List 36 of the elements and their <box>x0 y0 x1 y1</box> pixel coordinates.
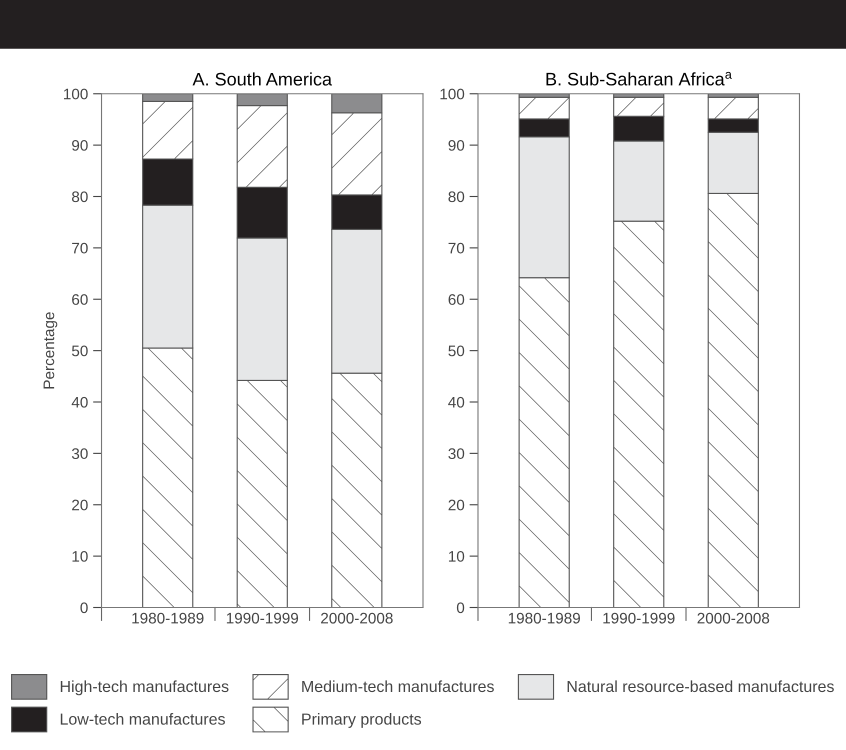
y-tick-label: 40 <box>72 396 88 408</box>
y-tick-label: 50 <box>448 345 464 356</box>
y-tick-label: 100 <box>440 88 464 100</box>
legend-label: Primary products <box>302 713 422 728</box>
legend-label: Medium-tech manufactures <box>302 680 494 692</box>
y-tick-label: 80 <box>72 191 88 202</box>
x-tick-label: 1980-1989 <box>132 612 204 624</box>
y-tick-label: 0 <box>456 602 464 614</box>
y-tick-label: 50 <box>72 345 88 356</box>
y-tick-label: 80 <box>448 191 464 202</box>
x-tick-label: 1990-1999 <box>226 612 298 624</box>
legend-label: Low-tech manufactures <box>60 713 225 725</box>
x-tick-label: 1980-1989 <box>508 612 580 624</box>
y-tick-label: 60 <box>72 294 88 305</box>
x-tick-label: 2000-2008 <box>698 612 770 624</box>
y-tick-label: 70 <box>72 242 88 254</box>
y-tick-label: 30 <box>72 448 88 460</box>
y-tick-label: 90 <box>72 140 88 151</box>
legend-label: Natural resource-based manufactures <box>568 680 834 692</box>
y-tick-label: 90 <box>448 140 464 151</box>
y-tick-label: 20 <box>72 500 88 510</box>
y-tick-label: 60 <box>448 294 464 305</box>
y-tick-label: 10 <box>448 550 464 562</box>
y-tick-label: 100 <box>64 88 88 100</box>
chart-title: B. Sub-Saharan Africa$^{a}$ <box>546 72 732 86</box>
chart-title: A. South America <box>192 72 332 86</box>
y-tick-label: 10 <box>72 550 88 562</box>
y-tick-label: 30 <box>448 448 464 460</box>
y-tick-label: 70 <box>448 242 464 254</box>
y-tick-label: 40 <box>448 396 464 408</box>
y-tick-label: 20 <box>448 500 464 510</box>
legend-label: High-tech manufactures <box>60 680 228 696</box>
y-tick-label: 0 <box>80 602 88 614</box>
x-tick-label: 1990-1999 <box>603 612 675 624</box>
x-tick-label: 2000-2008 <box>321 612 393 624</box>
y-axis-title: Percentage <box>44 312 58 388</box>
